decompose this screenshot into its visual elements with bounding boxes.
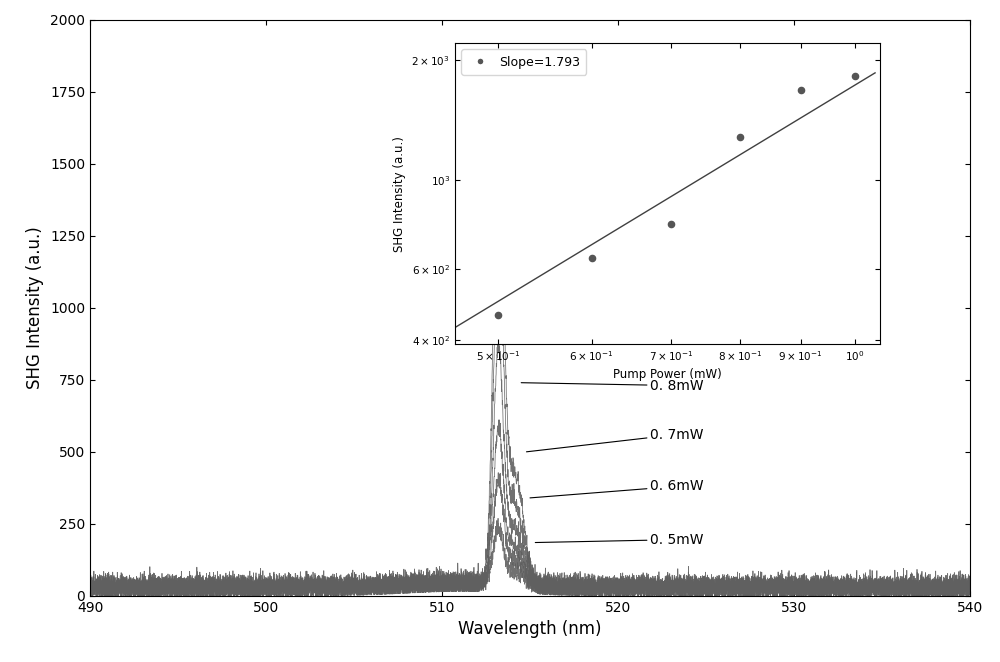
- Text: 0. 5mW: 0. 5mW: [535, 533, 703, 547]
- Text: 0. 6mW: 0. 6mW: [530, 479, 703, 498]
- Point: [732, 132, 748, 142]
- X-axis label: Wavelength (nm): Wavelength (nm): [458, 620, 602, 638]
- Text: 0. 8mW: 0. 8mW: [521, 379, 703, 393]
- Point: [793, 85, 809, 95]
- Point: [490, 310, 506, 321]
- Text: 0. 9mW: 0. 9mW: [516, 291, 703, 346]
- Text: 1. 0mW: 1. 0mW: [511, 167, 703, 297]
- Text: 0. 7mW: 0. 7mW: [526, 428, 703, 451]
- X-axis label: Pump Power (mW): Pump Power (mW): [613, 369, 722, 381]
- Y-axis label: SHG Intensity (a.u.): SHG Intensity (a.u.): [393, 136, 406, 252]
- Y-axis label: SHG Intensity (a.u.): SHG Intensity (a.u.): [26, 226, 44, 389]
- Point: [847, 71, 863, 81]
- Point: [663, 218, 679, 229]
- Point: [584, 253, 600, 263]
- Legend: Slope=1.793: Slope=1.793: [461, 49, 586, 75]
